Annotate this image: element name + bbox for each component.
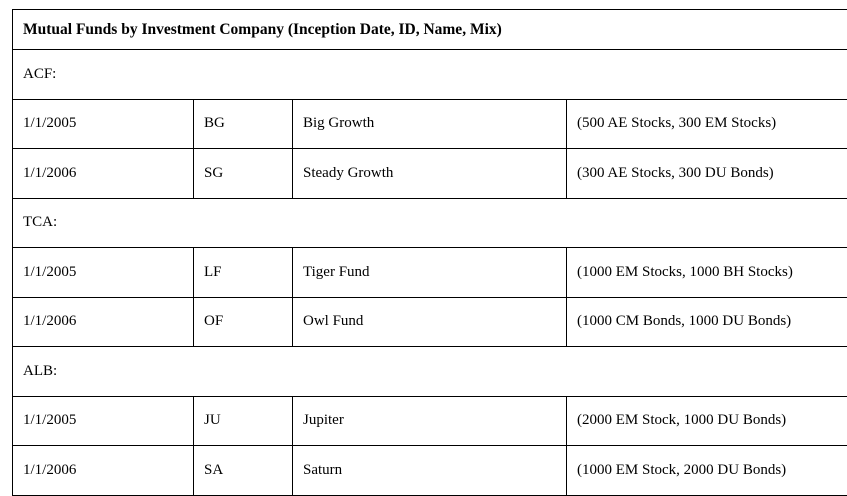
fund-row: 1/1/2005 BG Big Growth (500 AE Stocks, 3… [12, 98, 847, 149]
inception-date: 1/1/2006 [12, 445, 194, 496]
company-name: ACF: [11, 49, 847, 100]
inception-date: 1/1/2006 [12, 296, 194, 347]
fund-mix: (1000 CM Bonds, 1000 DU Bonds) [565, 296, 847, 347]
company-row: ALB: [11, 346, 847, 397]
inception-date: 1/1/2005 [12, 395, 194, 446]
mutual-funds-table: Mutual Funds by Investment Company (Ince… [11, 9, 847, 496]
company-name: ALB: [11, 346, 847, 397]
fund-name: Saturn [292, 445, 567, 496]
fund-id: OF [193, 296, 293, 347]
fund-row: 1/1/2006 SG Steady Growth (300 AE Stocks… [12, 148, 847, 199]
fund-row: 1/1/2006 OF Owl Fund (1000 CM Bonds, 100… [12, 296, 847, 347]
table-title-row: Mutual Funds by Investment Company (Ince… [11, 9, 847, 50]
company-row: ACF: [11, 49, 847, 100]
fund-row: 1/1/2005 LF Tiger Fund (1000 EM Stocks, … [12, 247, 847, 298]
fund-name: Steady Growth [292, 148, 567, 199]
fund-mix: (500 AE Stocks, 300 EM Stocks) [565, 98, 847, 149]
fund-id: JU [193, 395, 293, 446]
fund-name: Tiger Fund [292, 247, 567, 298]
fund-id: BG [193, 98, 293, 149]
fund-id: SA [193, 445, 293, 496]
inception-date: 1/1/2006 [12, 148, 194, 199]
fund-name: Owl Fund [292, 296, 567, 347]
company-row: TCA: [11, 197, 847, 248]
fund-id: LF [193, 247, 293, 298]
fund-row: 1/1/2006 SA Saturn (1000 EM Stock, 2000 … [12, 445, 847, 496]
fund-row: 1/1/2005 JU Jupiter (2000 EM Stock, 1000… [12, 395, 847, 446]
fund-name: Jupiter [292, 395, 567, 446]
fund-name: Big Growth [292, 98, 567, 149]
fund-mix: (1000 EM Stocks, 1000 BH Stocks) [565, 247, 847, 298]
fund-mix: (2000 EM Stock, 1000 DU Bonds) [565, 395, 847, 446]
fund-id: SG [193, 148, 293, 199]
fund-mix: (300 AE Stocks, 300 DU Bonds) [565, 148, 847, 199]
company-name: TCA: [11, 197, 847, 248]
inception-date: 1/1/2005 [12, 98, 194, 149]
fund-mix: (1000 EM Stock, 2000 DU Bonds) [565, 445, 847, 496]
inception-date: 1/1/2005 [12, 247, 194, 298]
table-title: Mutual Funds by Investment Company (Ince… [11, 9, 847, 50]
